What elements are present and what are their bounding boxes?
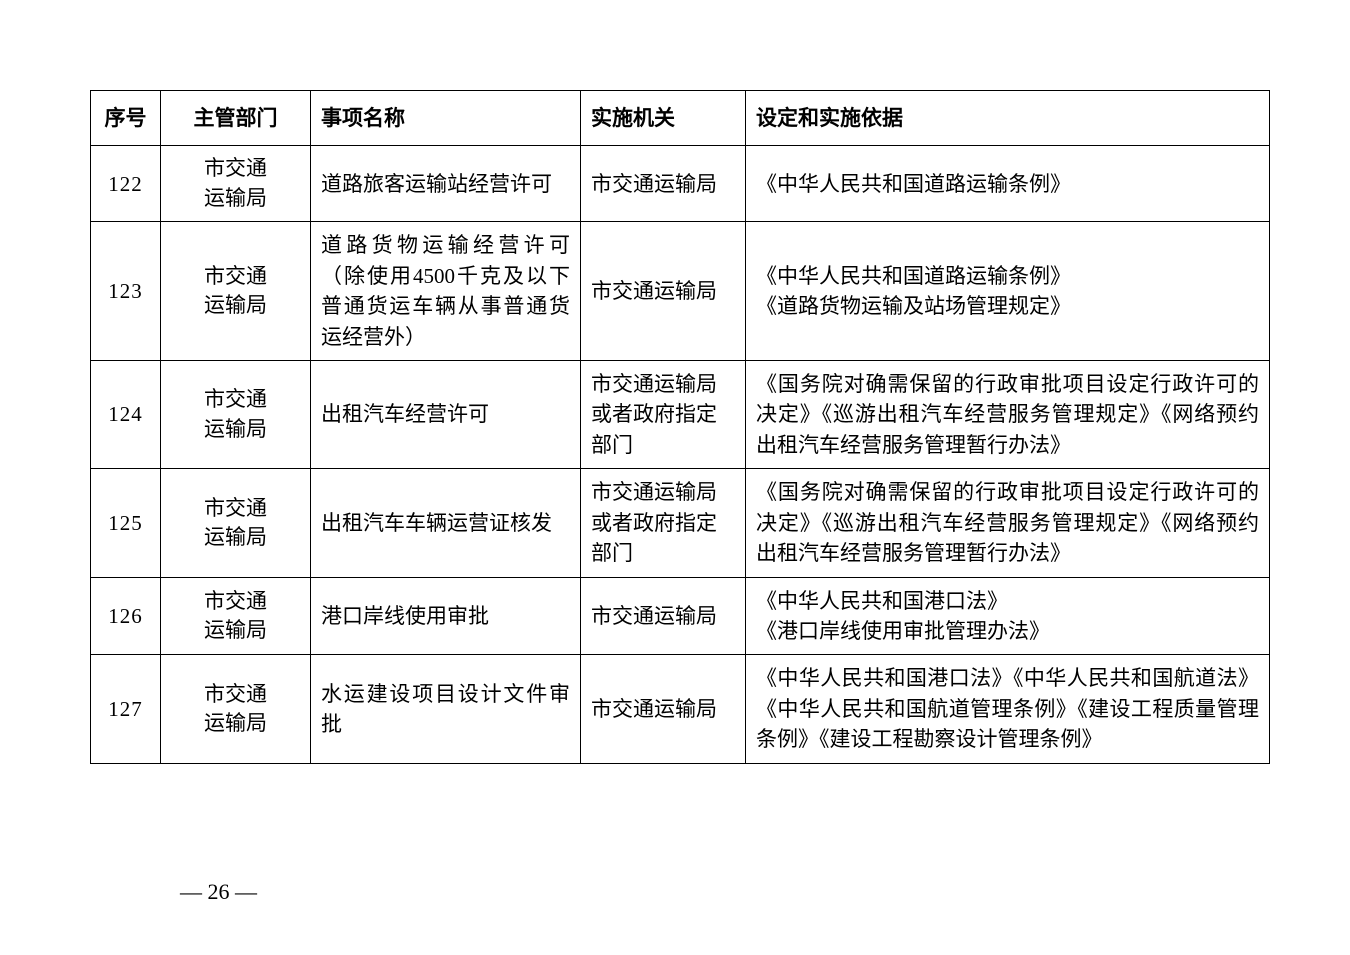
cell-seq: 124 [91, 360, 161, 468]
cell-org: 市交通运输局 [581, 222, 746, 361]
cell-org: 市交通运输局 [581, 577, 746, 655]
cell-dept: 市交通运输局 [161, 577, 311, 655]
cell-seq: 127 [91, 655, 161, 763]
cell-dept: 市交通运输局 [161, 360, 311, 468]
table-row: 126 市交通运输局 港口岸线使用审批 市交通运输局 《中华人民共和国港口法》《… [91, 577, 1270, 655]
table-header-row: 序号 主管部门 事项名称 实施机关 设定和实施依据 [91, 91, 1270, 146]
cell-basis: 《中华人民共和国道路运输条例》 [746, 146, 1270, 222]
cell-name: 出租汽车经营许可 [311, 360, 581, 468]
cell-name: 水运建设项目设计文件审批 [311, 655, 581, 763]
table-row: 125 市交通运输局 出租汽车车辆运营证核发 市交通运输局或者政府指定部门 《国… [91, 469, 1270, 577]
data-table: 序号 主管部门 事项名称 实施机关 设定和实施依据 122 市交通运输局 道路旅… [90, 90, 1270, 764]
cell-dept: 市交通运输局 [161, 655, 311, 763]
table-row: 127 市交通运输局 水运建设项目设计文件审批 市交通运输局 《中华人民共和国港… [91, 655, 1270, 763]
cell-seq: 123 [91, 222, 161, 361]
page-number: — 26 — [180, 879, 257, 905]
header-basis: 设定和实施依据 [746, 91, 1270, 146]
header-name: 事项名称 [311, 91, 581, 146]
header-seq: 序号 [91, 91, 161, 146]
cell-name: 道路旅客运输站经营许可 [311, 146, 581, 222]
cell-dept: 市交通运输局 [161, 222, 311, 361]
cell-name: 道路货物运输经营许可（除使用4500千克及以下普通货运车辆从事普通货运经营外） [311, 222, 581, 361]
cell-basis: 《中华人民共和国道路运输条例》《道路货物运输及站场管理规定》 [746, 222, 1270, 361]
table-row: 122 市交通运输局 道路旅客运输站经营许可 市交通运输局 《中华人民共和国道路… [91, 146, 1270, 222]
table-row: 123 市交通运输局 道路货物运输经营许可（除使用4500千克及以下普通货运车辆… [91, 222, 1270, 361]
cell-org: 市交通运输局 [581, 655, 746, 763]
cell-seq: 122 [91, 146, 161, 222]
header-org: 实施机关 [581, 91, 746, 146]
cell-org: 市交通运输局或者政府指定部门 [581, 360, 746, 468]
cell-basis: 《国务院对确需保留的行政审批项目设定行政许可的决定》《巡游出租汽车经营服务管理规… [746, 360, 1270, 468]
cell-name: 出租汽车车辆运营证核发 [311, 469, 581, 577]
cell-dept: 市交通运输局 [161, 146, 311, 222]
cell-basis: 《中华人民共和国港口法》《港口岸线使用审批管理办法》 [746, 577, 1270, 655]
cell-seq: 126 [91, 577, 161, 655]
cell-org: 市交通运输局或者政府指定部门 [581, 469, 746, 577]
table-body: 122 市交通运输局 道路旅客运输站经营许可 市交通运输局 《中华人民共和国道路… [91, 146, 1270, 763]
cell-seq: 125 [91, 469, 161, 577]
cell-basis: 《中华人民共和国港口法》《中华人民共和国航道法》《中华人民共和国航道管理条例》《… [746, 655, 1270, 763]
cell-dept: 市交通运输局 [161, 469, 311, 577]
cell-org: 市交通运输局 [581, 146, 746, 222]
cell-name: 港口岸线使用审批 [311, 577, 581, 655]
header-dept: 主管部门 [161, 91, 311, 146]
table-row: 124 市交通运输局 出租汽车经营许可 市交通运输局或者政府指定部门 《国务院对… [91, 360, 1270, 468]
cell-basis: 《国务院对确需保留的行政审批项目设定行政许可的决定》《巡游出租汽车经营服务管理规… [746, 469, 1270, 577]
